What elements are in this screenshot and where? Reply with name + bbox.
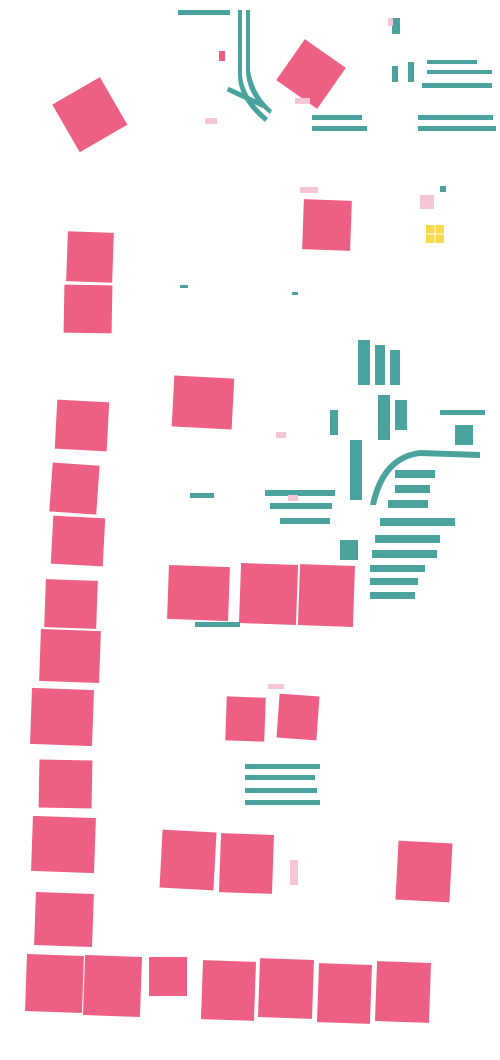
building — [395, 840, 453, 903]
structure — [418, 126, 496, 131]
structure — [455, 425, 473, 445]
structure — [390, 350, 400, 385]
road-strip — [370, 450, 480, 505]
building — [38, 759, 93, 809]
structure — [270, 503, 332, 509]
structure — [420, 195, 434, 209]
building — [257, 958, 314, 1019]
structure — [440, 410, 485, 415]
building — [39, 628, 101, 684]
building — [63, 284, 113, 334]
structure — [358, 340, 370, 385]
structure — [422, 83, 492, 88]
road-strip — [238, 10, 268, 122]
building — [50, 515, 106, 567]
building — [30, 687, 94, 747]
structure — [195, 622, 240, 627]
large-buildings — [25, 39, 453, 1024]
structure — [392, 66, 398, 82]
building — [225, 696, 266, 742]
structure — [380, 518, 455, 526]
structure — [370, 592, 415, 599]
building — [25, 954, 84, 1013]
structure — [178, 10, 230, 15]
structure — [427, 60, 477, 64]
structure — [395, 470, 435, 478]
structure — [378, 395, 390, 440]
building — [44, 579, 98, 629]
highlight — [426, 225, 444, 243]
structure — [180, 285, 188, 288]
building — [34, 892, 94, 947]
structure — [372, 550, 437, 558]
building — [167, 564, 230, 622]
structure — [427, 70, 492, 74]
building — [159, 829, 217, 891]
building — [49, 462, 100, 515]
structure — [408, 62, 414, 82]
structure — [295, 98, 310, 104]
building — [219, 51, 225, 61]
structure — [245, 775, 315, 780]
structure — [388, 500, 428, 508]
structure — [395, 400, 407, 430]
building — [276, 693, 320, 741]
structure — [350, 440, 362, 500]
building — [297, 564, 356, 627]
structure — [375, 535, 440, 543]
structure — [370, 578, 418, 585]
structure — [330, 410, 338, 435]
building — [302, 199, 352, 251]
structure — [340, 540, 358, 560]
structure — [292, 292, 298, 295]
building — [238, 563, 299, 625]
building — [316, 963, 372, 1024]
structure — [265, 490, 335, 496]
structure — [395, 485, 430, 493]
structure — [440, 186, 446, 192]
building — [171, 375, 235, 430]
structure — [392, 18, 400, 34]
structure — [205, 118, 217, 124]
structure — [276, 432, 286, 438]
building — [82, 955, 143, 1017]
structure — [245, 800, 320, 805]
building — [374, 961, 432, 1023]
structure — [290, 860, 298, 885]
structure — [226, 86, 265, 109]
structure — [388, 18, 393, 26]
structure — [268, 684, 284, 689]
building — [276, 39, 346, 109]
building — [218, 833, 274, 894]
structure — [312, 126, 367, 131]
structure — [312, 115, 362, 120]
structure — [190, 493, 214, 498]
building — [200, 960, 256, 1021]
building — [66, 231, 114, 283]
structure — [300, 187, 318, 193]
building — [52, 77, 128, 153]
structure — [245, 764, 320, 769]
building — [149, 957, 187, 996]
building — [54, 399, 110, 452]
structure — [245, 788, 317, 793]
structure — [370, 565, 425, 572]
structure — [418, 115, 493, 120]
structure — [288, 495, 298, 501]
structure — [375, 345, 385, 385]
road-strip — [246, 10, 272, 114]
building — [31, 815, 96, 874]
structure — [280, 518, 330, 524]
small-structures — [178, 10, 496, 885]
